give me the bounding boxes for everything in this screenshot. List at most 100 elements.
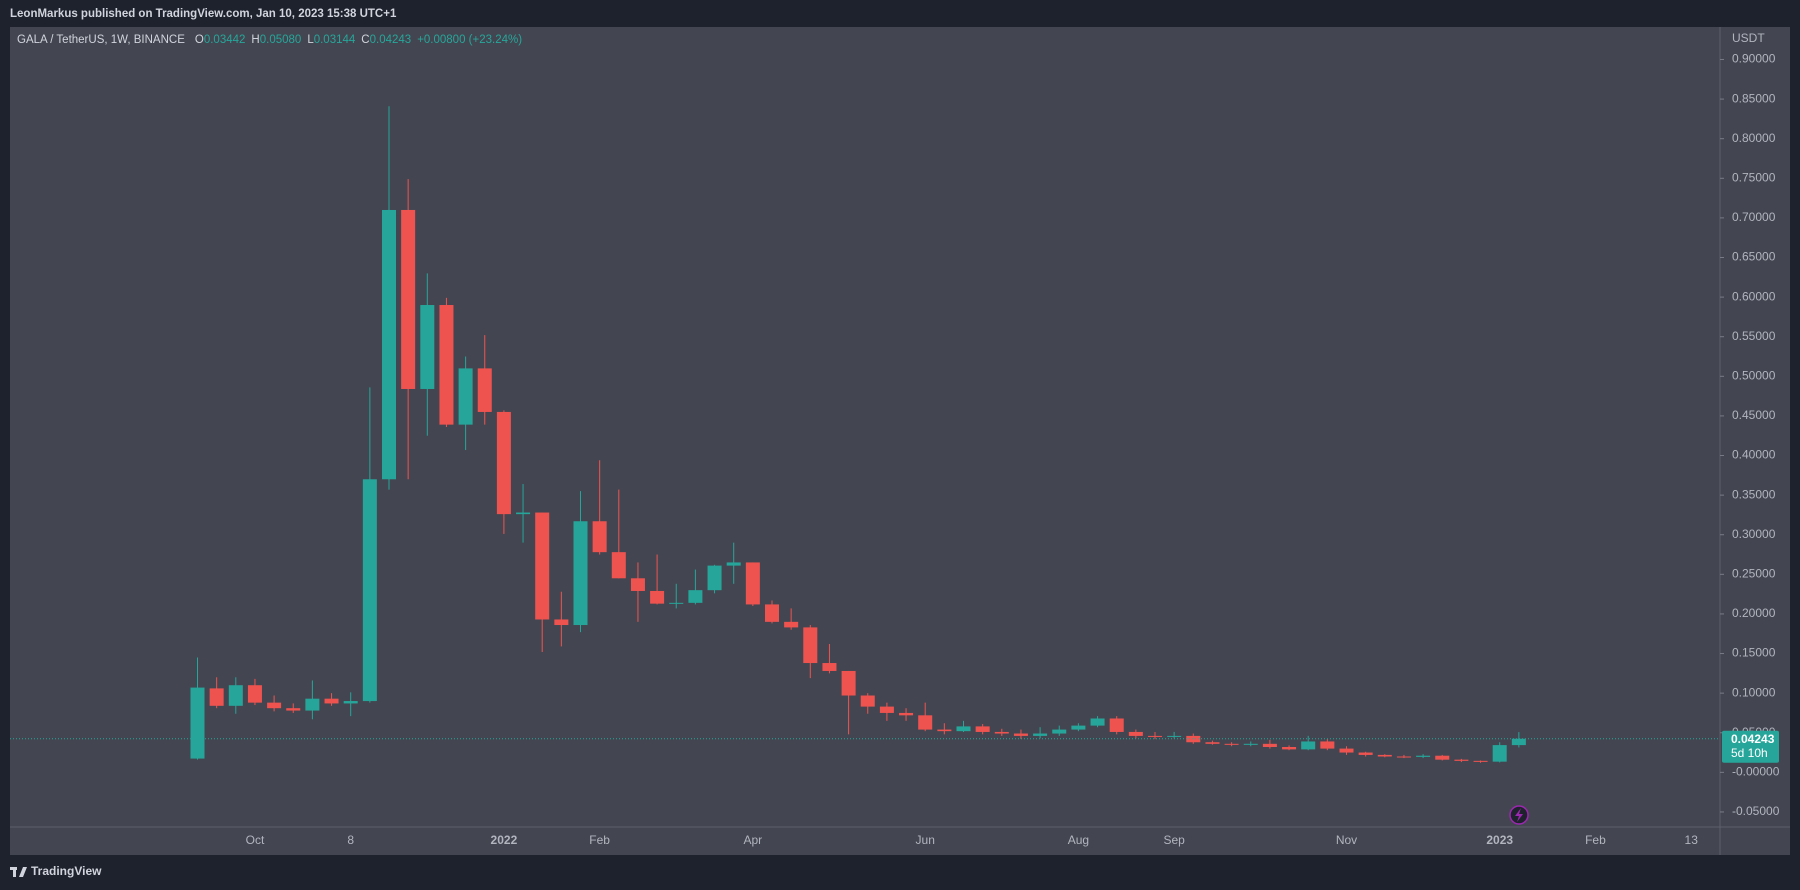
candle-body <box>650 590 665 604</box>
y-tick-label: 0.25000 <box>1732 566 1776 580</box>
symbol-name: GALA / TetherUS, 1W, BINANCE <box>17 34 185 46</box>
candle-body <box>1435 755 1450 760</box>
candle-body <box>305 698 320 711</box>
candle-body <box>860 695 875 707</box>
y-tick-label: 0.55000 <box>1732 329 1776 343</box>
candle-body <box>1205 742 1220 744</box>
y-tick-label: 0.20000 <box>1732 606 1776 620</box>
tradingview-logo <box>10 867 27 877</box>
candle-body <box>496 411 511 515</box>
x-tick-label: 13 <box>1685 833 1699 847</box>
candle-body <box>1013 733 1028 736</box>
ohlc-value: 0.03442 <box>204 34 246 46</box>
candle-body <box>362 479 377 702</box>
candle-body <box>669 602 684 604</box>
candle-body <box>1339 748 1354 753</box>
candle-body <box>286 708 301 711</box>
candle-body <box>554 619 569 626</box>
candle-body <box>1186 735 1201 743</box>
y-tick-label: 0.85000 <box>1732 91 1776 105</box>
candle-body <box>707 565 722 591</box>
candle-body <box>1243 743 1258 745</box>
y-tick-label: 0.65000 <box>1732 250 1776 264</box>
candle-body <box>1377 754 1392 757</box>
x-tick-label: 2023 <box>1486 833 1513 847</box>
candle-body <box>765 604 779 622</box>
candle-body <box>1052 729 1067 734</box>
x-tick-label: Sep <box>1163 833 1185 847</box>
candle-body <box>324 698 339 704</box>
candle-body <box>1473 760 1488 762</box>
change: +0.00800 (+23.24%) <box>417 34 522 46</box>
candle-body <box>1454 759 1469 761</box>
candle-body <box>1282 747 1297 750</box>
candle-body <box>420 305 435 389</box>
candle-body <box>209 688 224 706</box>
y-tick-label: 0.90000 <box>1732 52 1776 66</box>
x-tick-label: Feb <box>1585 833 1606 847</box>
candle-body <box>956 726 971 732</box>
candle-body <box>1090 718 1105 726</box>
candle-body <box>516 512 531 515</box>
candle-body <box>1071 725 1086 730</box>
lightning-icon[interactable] <box>1509 805 1529 825</box>
y-tick-label: 0.50000 <box>1732 368 1776 382</box>
candle-body <box>1128 731 1143 736</box>
candle-body <box>1262 743 1277 747</box>
candle-body <box>1511 738 1526 746</box>
candle-body <box>899 712 914 716</box>
candle-body <box>477 368 492 412</box>
y-tick-label: 0.30000 <box>1732 527 1776 541</box>
ohlc-value: 0.05080 <box>260 34 302 46</box>
y-tick-label: 0.75000 <box>1732 170 1776 184</box>
candle-body <box>975 726 990 732</box>
y-tick-label: 0.10000 <box>1732 685 1776 699</box>
ohlc-value: 0.04243 <box>370 34 412 46</box>
candle-body <box>1224 743 1239 745</box>
candle-body <box>1167 735 1182 737</box>
ohlc-value: 0.03144 <box>314 34 356 46</box>
price-tag <box>1722 730 1779 763</box>
candle-body <box>841 670 856 696</box>
candle-body <box>688 590 703 603</box>
candle-body <box>1396 756 1411 758</box>
candle-body <box>228 685 243 706</box>
price-tag-value: 0.04243 <box>1731 732 1775 746</box>
price-unit: USDT <box>1732 31 1765 45</box>
candle-body <box>726 562 741 566</box>
candle-body <box>1033 733 1048 736</box>
x-tick-label: Nov <box>1336 833 1357 847</box>
candle-body <box>994 731 1009 734</box>
candle-body <box>1358 752 1373 755</box>
x-tick-label: Apr <box>744 833 763 847</box>
candle-body <box>822 663 837 671</box>
candle-body <box>745 562 760 605</box>
candle-body <box>592 521 607 553</box>
x-tick-label: 2022 <box>491 833 518 847</box>
candle-body <box>1109 718 1124 732</box>
chart-panel <box>10 27 1790 855</box>
price-tag-countdown: 5d 10h <box>1731 746 1768 760</box>
x-tick-label: Jun <box>916 833 935 847</box>
candle-body <box>784 621 799 628</box>
ohlc-key: L <box>307 34 314 46</box>
candle-body <box>918 715 933 730</box>
y-tick-label: 0.45000 <box>1732 408 1776 422</box>
candle-body <box>1301 741 1316 750</box>
y-tick-label: 0.70000 <box>1732 210 1776 224</box>
candle-body <box>190 687 205 759</box>
candle-body <box>937 729 952 732</box>
candle-body <box>1416 755 1431 757</box>
candle-body <box>611 552 626 579</box>
ohlc-key: H <box>251 34 259 46</box>
y-tick-label: 0.35000 <box>1732 487 1776 501</box>
candle-body <box>573 521 588 626</box>
candle-body <box>401 209 416 389</box>
y-tick-label: -0.00000 <box>1732 765 1780 779</box>
candle-body <box>382 209 396 480</box>
y-tick-label: 0.80000 <box>1732 131 1776 145</box>
candle-body <box>1148 735 1162 737</box>
